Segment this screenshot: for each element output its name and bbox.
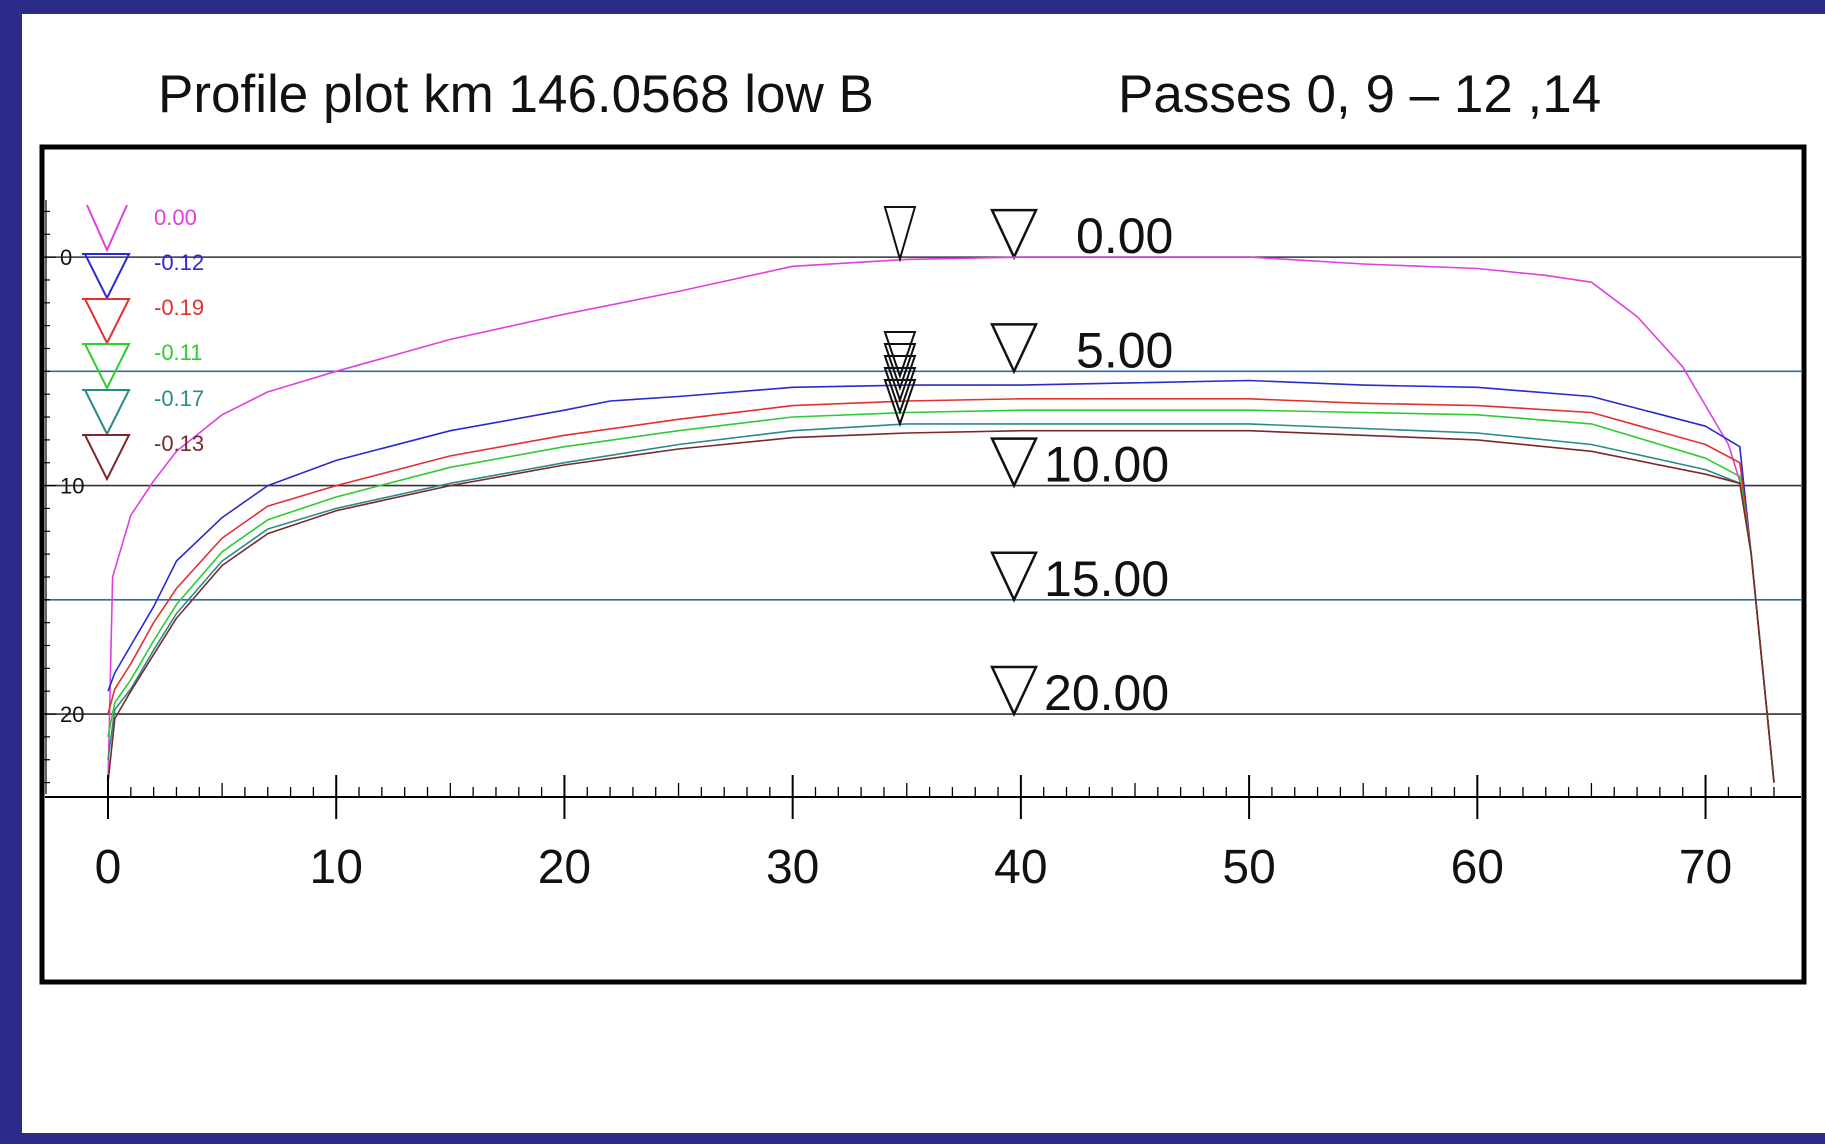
level-label-0: 0.00 [1076,208,1173,264]
x-tick-label: 60 [1451,841,1504,894]
center-markers [883,206,917,428]
y-tick-label: 20 [60,702,84,727]
legend-marker-icon [83,253,131,301]
y-tick-label: 10 [60,474,84,499]
marker-icon [883,343,917,392]
chart-title: Profile plot km 146.0568 low B [158,65,874,124]
frame-left-border [0,0,22,1144]
x-tick-label: 20 [538,841,591,894]
level-marker-icon [990,665,1038,717]
legend-label-1: -0.12 [154,250,204,275]
x-tick-label: 40 [994,841,1047,894]
series-line-4 [107,423,1775,783]
legend-marker-icon [83,389,131,437]
legend-marker-icon [83,298,131,346]
legend-label-4: -0.17 [154,386,204,411]
legend: 0.00 -0.12 -0.19 -0.11 -0.17 -0.13 [82,204,204,482]
x-tick-label: 50 [1222,841,1275,894]
y-axis: 0 10 20 [42,200,84,794]
y-tick-label: 0 [60,245,72,270]
marker-icon [883,331,917,380]
level-marker-icon [990,323,1038,375]
marker-icon [883,379,917,428]
series-line-1 [107,379,1775,783]
marker-icon [883,206,917,263]
marker-icon [883,355,917,404]
legend-marker-icon [83,434,131,482]
level-lines: 0.00 5.00 10.00 15.00 20.00 [45,208,1801,721]
series-line-3 [107,409,1775,783]
chart-subtitle: Passes 0, 9 – 12 ,14 [1118,65,1602,124]
level-label-3: 15.00 [1044,551,1169,607]
level-marker-icon [990,437,1038,489]
series-lines [107,256,1775,783]
x-tick-label: 70 [1679,841,1732,894]
legend-marker-icon [86,204,128,253]
x-tick-label: 30 [766,841,819,894]
series-line-0 [107,256,1775,783]
level-marker-icon [990,551,1038,603]
x-tick-label: 0 [95,841,122,894]
frame-bottom-border [0,1133,1825,1144]
level-label-2: 10.00 [1044,437,1169,493]
marker-icon [883,367,917,416]
legend-label-0: 0.00 [154,205,197,230]
series-line-5 [107,429,1775,783]
x-tick-label: 10 [310,841,363,894]
legend-marker-icon [83,343,131,391]
legend-label-2: -0.19 [154,295,204,320]
legend-label-3: -0.11 [154,340,203,365]
series-line-2 [107,397,1775,783]
legend-label-5: -0.13 [154,431,204,456]
level-label-1: 5.00 [1076,322,1173,378]
level-label-4: 20.00 [1044,665,1169,721]
x-axis: 0 10 20 30 40 50 60 70 [45,775,1801,894]
level-marker-icon [990,208,1038,261]
plot-frame [39,144,1807,985]
frame-top-border [0,0,1825,14]
